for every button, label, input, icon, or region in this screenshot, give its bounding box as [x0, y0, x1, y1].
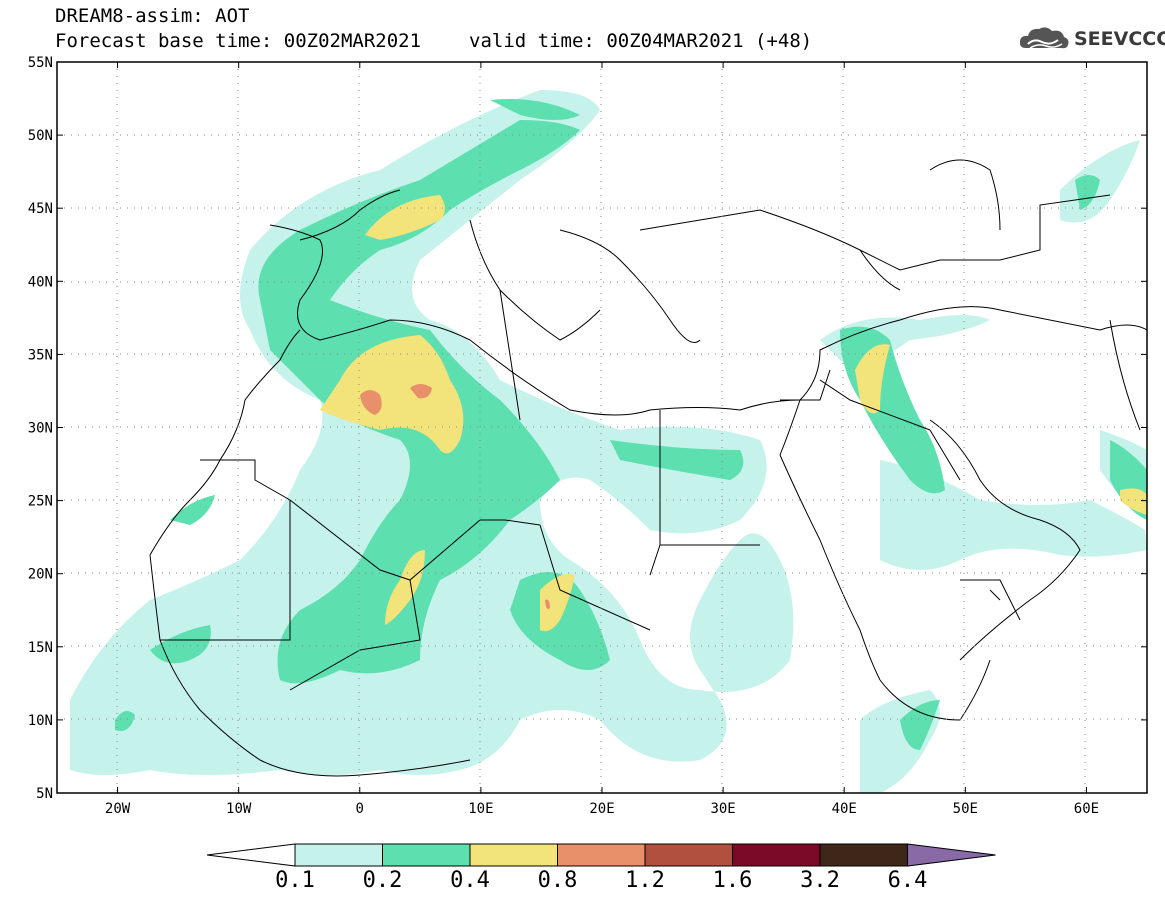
- colorbar-segment: [294, 843, 383, 867]
- lon-label: 0: [356, 801, 364, 817]
- lon-label: 10W: [226, 801, 252, 817]
- colorbar-level-label: 0.2: [362, 868, 403, 893]
- lat-label: 20N: [28, 567, 53, 583]
- colorbar-level-label: 3.2: [800, 868, 840, 893]
- lat-label: 35N: [28, 347, 53, 363]
- lon-label: 20W: [105, 801, 131, 817]
- colorbar-high-arrow: [907, 843, 996, 867]
- colorbar: [206, 843, 996, 867]
- lon-label: 20E: [589, 801, 614, 817]
- colorbar-segment: [644, 843, 733, 867]
- lat-label: 40N: [28, 274, 53, 290]
- aot-band-0.8-1.2: [360, 384, 550, 609]
- lon-label: 50E: [953, 801, 978, 817]
- lon-label: 40E: [832, 801, 857, 817]
- colorbar-segment: [819, 843, 908, 867]
- colorbar-segment: [732, 843, 821, 867]
- logo-text: SEEVCCC: [1074, 28, 1165, 50]
- lon-label: 60E: [1074, 801, 1099, 817]
- cloud-icon: [1019, 27, 1069, 49]
- colorbar-low-arrow: [206, 843, 296, 867]
- valid-time-label: valid time: 00Z04MAR2021 (+48): [469, 30, 813, 52]
- colorbar-level-label: 6.4: [887, 868, 928, 893]
- lat-label: 10N: [28, 713, 53, 729]
- colorbar-segment: [469, 843, 558, 867]
- aot-shading: [70, 90, 1147, 793]
- colorbar-level-label: 1.2: [625, 868, 665, 893]
- base-time-label: Forecast base time: 00Z02MAR2021: [55, 30, 422, 52]
- lat-label: 5N: [36, 786, 53, 802]
- lon-axis: 20W 10W 0 10E 20E 30E 40E 50E 60E: [105, 62, 1099, 817]
- map-title: DREAM8-assim: AOT: [55, 5, 250, 27]
- lat-label: 30N: [28, 421, 53, 437]
- lat-label: 25N: [28, 494, 53, 510]
- colorbar-level-label: 1.6: [712, 868, 753, 893]
- lon-label: 30E: [710, 801, 735, 817]
- colorbar-segment: [382, 843, 471, 867]
- lat-axis: 55N 50N 45N 40N 35N 30N 25N 20N 15N 10N 5N: [28, 55, 1147, 802]
- seevccc-logo: SEEVCCC: [1018, 24, 1165, 54]
- coastlines: [149, 159, 1147, 777]
- colorbar-segment: [557, 843, 646, 867]
- gridlines: [57, 62, 1147, 793]
- lat-label: 50N: [28, 128, 53, 144]
- lat-label: 45N: [28, 201, 53, 217]
- aot-band-0.1-0.2: [70, 90, 1147, 793]
- lat-label: 15N: [28, 640, 53, 656]
- lat-label: 55N: [28, 55, 53, 71]
- lon-label: 10E: [468, 801, 493, 817]
- aot-band-0.4-0.8: [320, 195, 1147, 632]
- colorbar-level-label: 0.1: [275, 868, 315, 893]
- colorbar-level-label: 0.8: [537, 868, 578, 893]
- colorbar-level-label: 0.4: [450, 868, 490, 893]
